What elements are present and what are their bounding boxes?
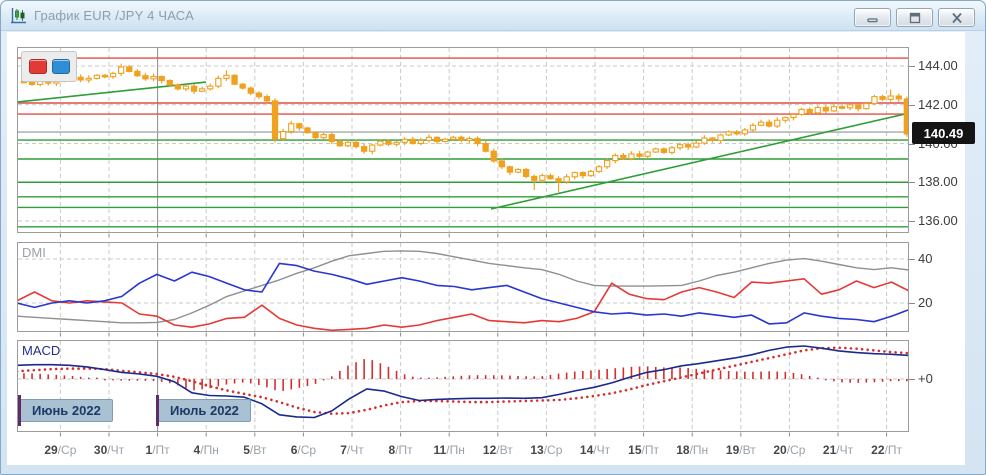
dmi-axis-label: 40 bbox=[918, 251, 933, 266]
minimize-button[interactable] bbox=[854, 8, 891, 27]
date-axis-label: 18/Пн bbox=[676, 443, 709, 457]
window-controls bbox=[854, 8, 975, 27]
price-axis-label: 138.00 bbox=[918, 174, 958, 190]
month-marker-bar bbox=[18, 395, 21, 426]
date-axis-label: 4/Пн bbox=[193, 443, 219, 457]
axis-tick bbox=[909, 379, 915, 380]
price-axis-label: 144.00 bbox=[918, 58, 958, 73]
axis-tick bbox=[909, 182, 915, 184]
chart-mini-toolbar bbox=[21, 51, 77, 82]
date-axis-label: 21/Чт bbox=[822, 443, 854, 457]
macd-indicator-label: MACD bbox=[22, 343, 61, 358]
date-axis-label: 14/Чт bbox=[579, 443, 611, 457]
month-label-july: Июль 2022 bbox=[158, 399, 251, 422]
date-axis-label: 29/Ср bbox=[44, 443, 77, 457]
date-axis-label: 11/Пн bbox=[433, 443, 465, 457]
axis-tick bbox=[909, 221, 915, 222]
macd-axis-label: +0 bbox=[918, 371, 933, 386]
window-title: График EUR /JPY 4 ЧАСА bbox=[34, 8, 194, 23]
price-axis-label: 136.00 bbox=[918, 213, 958, 228]
axis-tick bbox=[909, 303, 915, 304]
macd-panel[interactable] bbox=[17, 340, 909, 438]
date-axis-label: 30/Чт bbox=[93, 443, 125, 457]
close-button[interactable] bbox=[938, 8, 975, 27]
restore-icon bbox=[909, 12, 920, 23]
current-price-badge: 140.49 bbox=[912, 122, 975, 144]
axis-tick bbox=[909, 259, 915, 260]
minimize-icon bbox=[866, 17, 878, 22]
date-axis-label: 6/Ср bbox=[290, 443, 317, 457]
date-axis-label: 19/Вт bbox=[725, 443, 756, 457]
dmi-axis-label: 20 bbox=[918, 295, 933, 310]
axis-tick bbox=[909, 104, 915, 106]
date-axis-label: 12/Вт bbox=[482, 443, 513, 457]
date-axis-label: 22/Пт bbox=[871, 443, 902, 457]
date-axis-label: 1/Пт bbox=[145, 443, 170, 457]
date-axis-label: 7/Чт bbox=[340, 443, 364, 457]
price-axis-label: 142.00 bbox=[918, 96, 958, 112]
month-label-june: Июнь 2022 bbox=[20, 399, 113, 422]
chart-client-area bbox=[7, 32, 965, 465]
date-axis-label: 20/Ср bbox=[773, 443, 806, 457]
red-marker-button[interactable] bbox=[28, 59, 47, 74]
restore-button[interactable] bbox=[896, 8, 933, 27]
blue-marker-button[interactable] bbox=[51, 59, 70, 74]
date-axis-label: 13/Ср bbox=[530, 443, 563, 457]
month-marker-bar bbox=[156, 395, 159, 426]
date-axis-label: 8/Пт bbox=[388, 443, 413, 457]
dmi-indicator-label: DMI bbox=[22, 245, 46, 260]
date-axis-label: 15/Пт bbox=[628, 443, 659, 457]
candlestick-chart-icon bbox=[10, 7, 28, 25]
axis-tick bbox=[909, 66, 915, 67]
dmi-panel[interactable] bbox=[17, 242, 909, 338]
date-axis-label: 5/Вт bbox=[243, 443, 267, 457]
price-chart-panel[interactable] bbox=[17, 47, 909, 239]
title-bar[interactable]: График EUR /JPY 4 ЧАСА bbox=[1, 1, 985, 31]
axis-tick bbox=[909, 143, 915, 145]
close-icon bbox=[951, 12, 962, 23]
